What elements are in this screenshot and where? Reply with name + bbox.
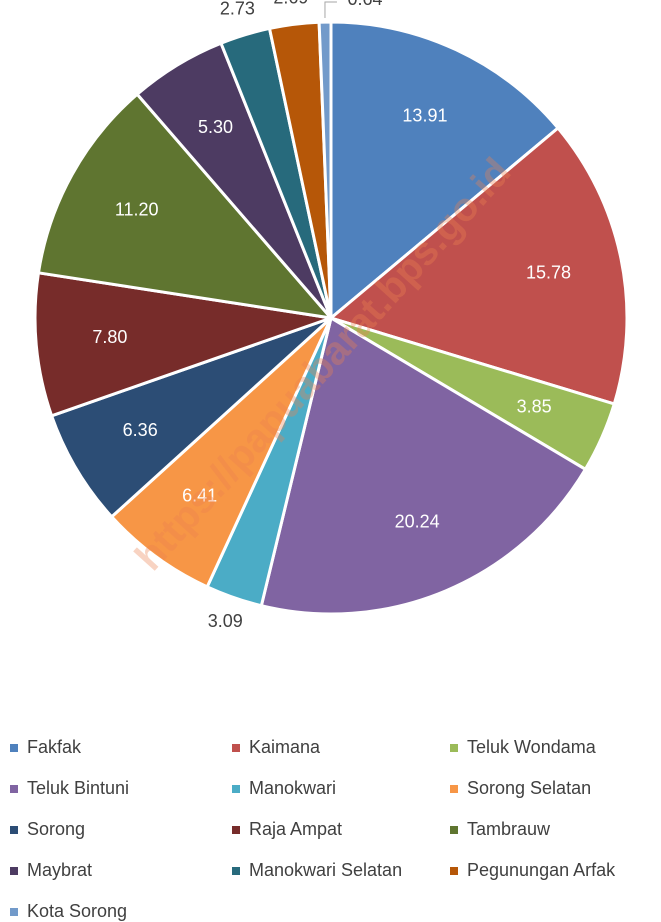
leader-line — [324, 1, 337, 19]
legend-label: Tambrauw — [467, 819, 551, 839]
pie-slice — [259, 315, 588, 616]
data-label: 6.41 — [182, 486, 217, 506]
legend-label: Maybrat — [27, 860, 92, 880]
legend-swatch — [10, 744, 18, 752]
legend-label: Fakfak — [27, 737, 82, 757]
legend-label: Teluk Wondama — [467, 737, 597, 757]
legend-label: Sorong Selatan — [467, 778, 591, 798]
data-label: 13.91 — [402, 106, 447, 126]
legend-swatch — [232, 744, 240, 752]
data-label: 11.20 — [115, 199, 159, 219]
legend-swatch — [450, 785, 458, 793]
legend-swatch — [10, 785, 18, 793]
legend-swatch — [232, 867, 240, 875]
legend-swatch — [10, 826, 18, 834]
legend-label: Raja Ampat — [249, 819, 342, 839]
data-label: 6.36 — [123, 420, 158, 440]
legend-swatch — [450, 744, 458, 752]
legend-swatch — [10, 867, 18, 875]
data-label: 3.09 — [208, 611, 243, 631]
data-label: 3.85 — [517, 396, 552, 416]
legend-label: Manokwari Selatan — [249, 860, 402, 880]
legend-swatch — [450, 867, 458, 875]
data-label: 7.80 — [92, 327, 127, 347]
legend-swatch — [232, 785, 240, 793]
legend-swatch — [232, 826, 240, 834]
pie-slice — [327, 125, 629, 406]
pie-slice — [33, 271, 332, 418]
legend-label: Manokwari — [249, 778, 336, 798]
pie-slice — [49, 316, 333, 519]
legend-label: Sorong — [27, 819, 85, 839]
legend-swatch — [10, 908, 18, 916]
data-label: 5.30 — [198, 117, 233, 137]
data-label: 0.64 — [347, 0, 382, 9]
data-label: 15.78 — [526, 262, 571, 282]
data-label: 2.69 — [273, 0, 308, 7]
pie-slice — [36, 92, 335, 321]
legend-swatch — [450, 826, 458, 834]
data-label: 2.73 — [220, 0, 255, 19]
pie-slice — [109, 316, 333, 589]
pie-slice — [329, 20, 561, 322]
legend-label: Kaimana — [249, 737, 321, 757]
data-label: 20.24 — [395, 511, 440, 531]
legend-label: Teluk Bintuni — [27, 778, 129, 798]
legend-label: Pegunungan Arfak — [467, 860, 616, 880]
pie-slice — [317, 20, 333, 319]
legend-label: Kota Sorong — [27, 901, 127, 921]
